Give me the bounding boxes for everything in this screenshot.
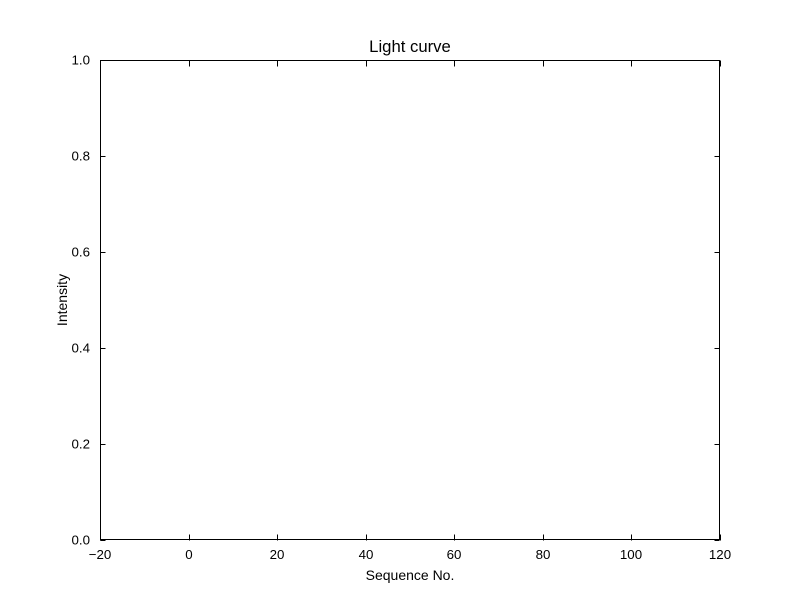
svg-text:40: 40 (359, 547, 374, 562)
svg-text:60: 60 (447, 547, 462, 562)
svg-text:0.6: 0.6 (72, 245, 91, 260)
svg-text:Intensity: Intensity (54, 274, 70, 326)
svg-text:20: 20 (270, 547, 285, 562)
svg-text:0: 0 (185, 547, 192, 562)
svg-text:0.0: 0.0 (72, 533, 91, 548)
svg-text:Light curve: Light curve (369, 37, 451, 56)
svg-text:−20: −20 (89, 547, 112, 562)
svg-text:Sequence No.: Sequence No. (366, 567, 455, 583)
svg-text:80: 80 (536, 547, 551, 562)
svg-text:0.4: 0.4 (72, 341, 91, 356)
svg-text:0.8: 0.8 (72, 149, 91, 164)
svg-text:120: 120 (709, 547, 731, 562)
svg-text:100: 100 (620, 547, 642, 562)
svg-text:1.0: 1.0 (72, 53, 91, 68)
svg-text:0.2: 0.2 (72, 437, 91, 452)
